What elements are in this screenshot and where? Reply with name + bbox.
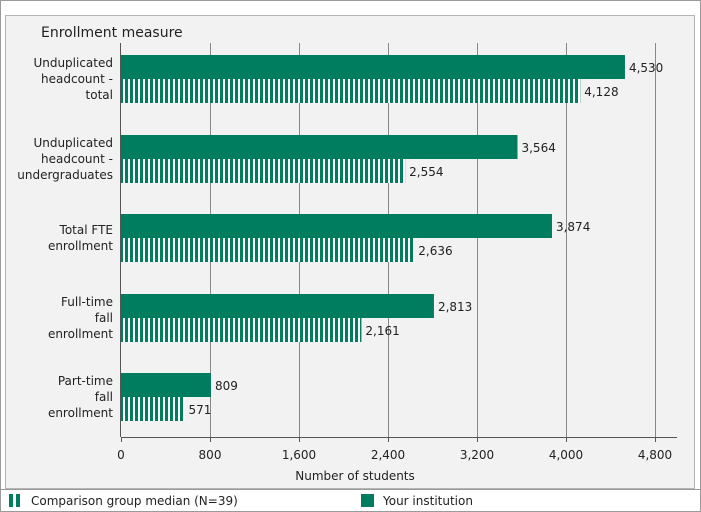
category-label: Total FTE (59, 223, 113, 237)
bar-comparison-median (121, 397, 185, 421)
data-label-comparison-median: 2,636 (418, 244, 452, 258)
category-label: Full-time (61, 295, 113, 309)
legend-item-comparison: Comparison group median (N=39) (9, 493, 309, 509)
bars: 4,530 4,128 3,564 2,554 3,874 2,636 2,813 2,161… (121, 55, 663, 421)
data-label-comparison-median: 2,161 (365, 324, 399, 338)
data-label-your-institution: 3,874 (556, 220, 590, 234)
x-tick-label: 0 (117, 448, 125, 462)
category-label: total (86, 88, 113, 102)
bar-your-institution (121, 294, 434, 318)
bar-your-institution (121, 55, 625, 79)
category-label: Unduplicated (33, 136, 113, 150)
category-label: fall (95, 390, 113, 404)
x-tick-label: 3,200 (460, 448, 494, 462)
data-label-comparison-median: 2,554 (409, 165, 443, 179)
legend: Comparison group median (N=39) Your inst… (0, 489, 701, 511)
category-label: Unduplicated (33, 56, 113, 70)
bar-comparison-median (121, 238, 415, 262)
chart-title: Enrollment measure (41, 25, 183, 41)
x-tick-label: 4,000 (549, 448, 583, 462)
data-label-your-institution: 2,813 (438, 300, 472, 314)
legend-label-institution: Your institution (383, 494, 473, 508)
bar-your-institution (121, 373, 212, 397)
legend-item-institution: Your institution (361, 493, 561, 509)
x-tick-label: 2,400 (371, 448, 405, 462)
gridlines (210, 43, 656, 437)
bar-comparison-median (121, 159, 406, 183)
bar-your-institution (121, 135, 518, 159)
bar-your-institution (121, 214, 552, 238)
category-label: headcount - (41, 152, 113, 166)
data-label-your-institution: 3,564 (521, 141, 555, 155)
category-label: Part-time (58, 374, 113, 388)
category-label: enrollment (48, 406, 113, 420)
x-tick-label: 4,800 (638, 448, 672, 462)
category-label: enrollment (48, 239, 113, 253)
bar-comparison-median (121, 318, 362, 342)
bar-comparison-median (121, 79, 581, 103)
striped-swatch-icon (9, 494, 20, 507)
data-label-your-institution: 4,530 (629, 61, 663, 75)
data-label-comparison-median: 571 (189, 403, 212, 417)
x-axis-label: Number of students (295, 469, 415, 483)
legend-label-comparison: Comparison group median (N=39) (31, 494, 238, 508)
category-label: fall (95, 311, 113, 325)
axes: 0 800 1,600 2,400 3,200 4,000 4,800 Unduplicate… (17, 43, 677, 462)
data-label-your-institution: 809 (215, 379, 238, 393)
enrollment-bar-chart: Enrollment measure Number of students 4,… (17, 25, 677, 483)
category-label: headcount - (41, 72, 113, 86)
category-label: undergraduates (17, 168, 113, 182)
category-label: enrollment (48, 327, 113, 341)
solid-swatch-icon (361, 494, 374, 507)
x-tick-label: 800 (199, 448, 222, 462)
data-label-comparison-median: 4,128 (584, 85, 618, 99)
x-tick-label: 1,600 (282, 448, 316, 462)
